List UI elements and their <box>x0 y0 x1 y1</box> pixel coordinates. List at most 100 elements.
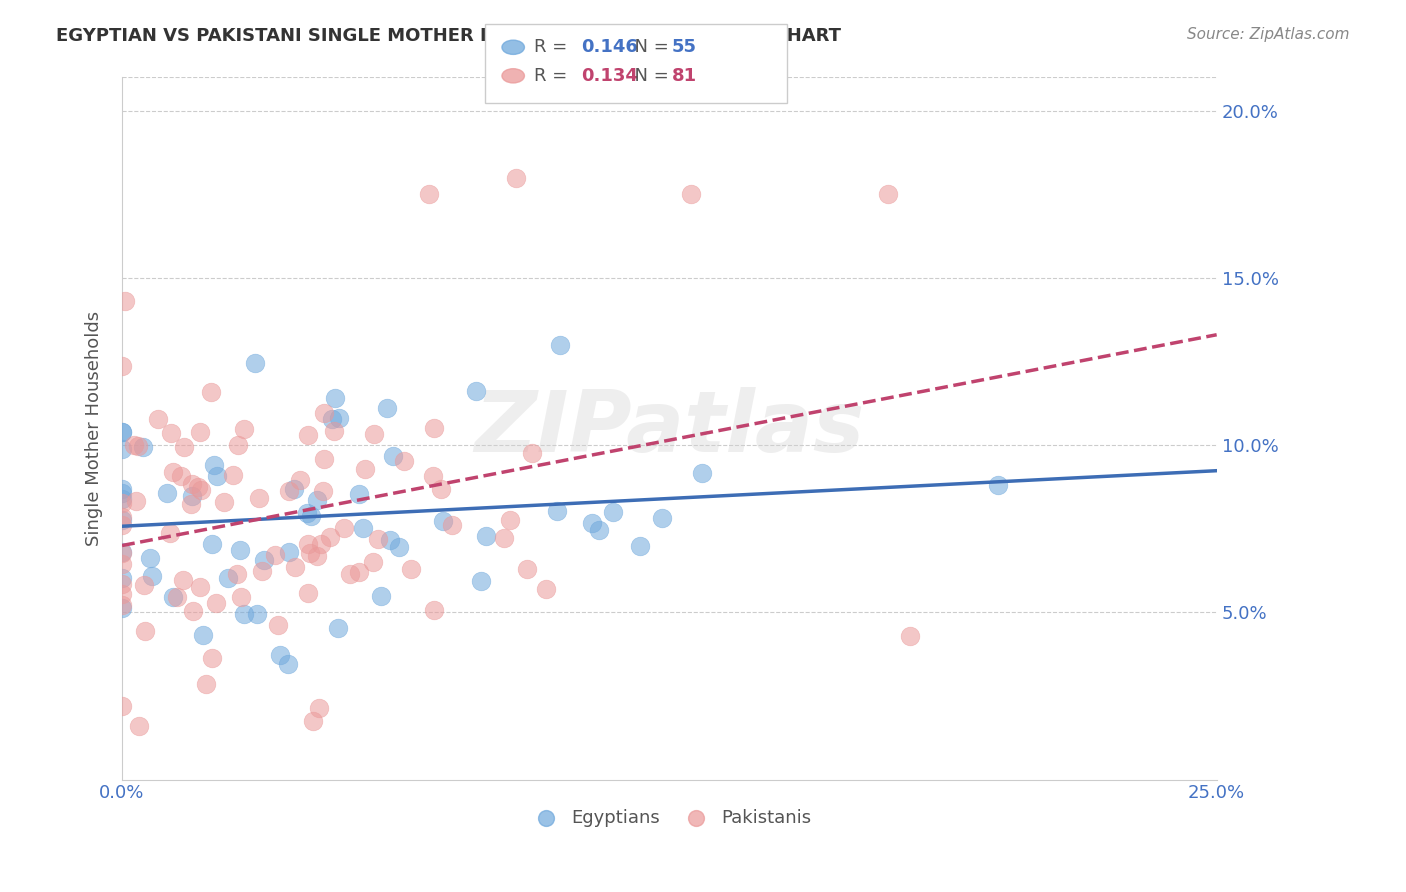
Point <box>111 509 134 524</box>
Point <box>214 495 236 509</box>
Point <box>111 496 134 510</box>
Point <box>628 540 651 554</box>
Point <box>534 582 557 596</box>
Text: 0.146: 0.146 <box>581 38 637 56</box>
Point <box>474 529 496 543</box>
Text: 81: 81 <box>672 67 697 85</box>
Point <box>111 482 134 496</box>
Point <box>305 549 328 564</box>
Point <box>492 531 515 545</box>
Point <box>429 483 451 497</box>
Text: 0.134: 0.134 <box>581 67 637 85</box>
Point <box>290 473 312 487</box>
Point <box>170 469 193 483</box>
Point <box>299 509 322 524</box>
Point <box>156 485 179 500</box>
Point <box>122 438 145 452</box>
Point <box>284 560 307 574</box>
Point <box>311 537 333 551</box>
Point <box>690 466 713 480</box>
Text: N =: N = <box>623 38 675 56</box>
Point <box>328 410 350 425</box>
Text: N =: N = <box>623 67 675 85</box>
Point <box>111 598 134 612</box>
Point <box>111 546 134 560</box>
Point <box>898 629 921 643</box>
Point <box>111 698 134 713</box>
Text: EGYPTIAN VS PAKISTANI SINGLE MOTHER HOUSEHOLDS CORRELATION CHART: EGYPTIAN VS PAKISTANI SINGLE MOTHER HOUS… <box>56 27 841 45</box>
Point <box>546 504 568 518</box>
Point <box>354 462 377 476</box>
Point <box>191 628 214 642</box>
Point <box>246 607 269 622</box>
Point <box>180 497 202 511</box>
Point <box>298 546 321 560</box>
Point <box>160 426 183 441</box>
Point <box>146 412 169 426</box>
Point <box>278 483 301 498</box>
Point <box>339 566 361 581</box>
Point <box>202 458 225 472</box>
Point <box>207 469 229 483</box>
Point <box>233 422 256 436</box>
Point <box>245 356 267 370</box>
Point <box>194 677 217 691</box>
Point <box>111 442 134 456</box>
Point <box>187 480 209 494</box>
Point <box>651 510 673 524</box>
Point <box>232 607 254 621</box>
Point <box>297 586 319 600</box>
Point <box>114 294 136 309</box>
Point <box>602 505 624 519</box>
Point <box>305 492 328 507</box>
Point <box>188 580 211 594</box>
Point <box>423 421 446 435</box>
Point <box>111 425 134 439</box>
Text: 55: 55 <box>672 38 697 56</box>
Point <box>159 525 181 540</box>
Point <box>464 384 486 398</box>
Point <box>132 578 155 592</box>
Point <box>111 577 134 591</box>
Point <box>375 401 398 416</box>
Point <box>134 624 156 638</box>
Point <box>111 491 134 506</box>
Legend: Egyptians, Pakistanis: Egyptians, Pakistanis <box>520 801 818 834</box>
Point <box>162 590 184 604</box>
Point <box>111 486 134 500</box>
Point <box>111 425 134 440</box>
Point <box>217 571 239 585</box>
Point <box>347 487 370 501</box>
Point <box>297 537 319 551</box>
Point <box>222 468 245 483</box>
Point <box>247 491 270 505</box>
Point <box>581 516 603 531</box>
Point <box>181 477 204 491</box>
Point <box>277 545 299 559</box>
Point <box>181 604 204 618</box>
Text: R =: R = <box>534 67 574 85</box>
Point <box>363 427 385 442</box>
Point <box>499 513 522 527</box>
Point <box>173 441 195 455</box>
Point <box>470 574 492 589</box>
Point <box>166 590 188 604</box>
Point <box>308 701 330 715</box>
Point <box>312 406 335 420</box>
Point <box>297 428 319 442</box>
Point <box>111 544 134 558</box>
Point <box>381 449 404 463</box>
Point <box>877 187 900 202</box>
Point <box>132 440 155 454</box>
Point <box>181 489 204 503</box>
Point <box>111 513 134 527</box>
Point <box>139 551 162 566</box>
Point <box>229 543 252 558</box>
Point <box>228 438 250 452</box>
Point <box>423 603 446 617</box>
Point <box>302 714 325 729</box>
Text: Source: ZipAtlas.com: Source: ZipAtlas.com <box>1187 27 1350 42</box>
Point <box>432 514 454 528</box>
Point <box>141 569 163 583</box>
Point <box>418 187 440 202</box>
